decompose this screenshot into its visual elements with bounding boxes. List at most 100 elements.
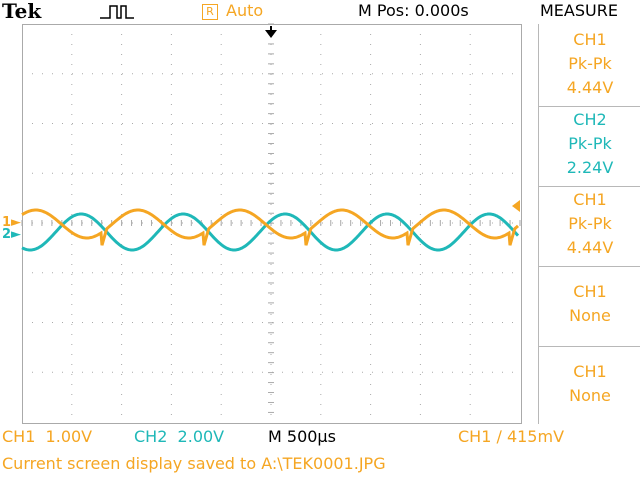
grid-dot	[282, 322, 283, 323]
grid-dot	[292, 172, 293, 174]
grid-dot	[242, 272, 243, 274]
grid-dot	[121, 204, 123, 205]
grid-dot	[469, 154, 471, 155]
grid-dot	[270, 164, 272, 165]
grid-dot	[192, 222, 193, 224]
grid-dot	[142, 73, 143, 75]
grid-dot	[121, 414, 123, 415]
grid-dot	[71, 144, 73, 145]
grid-dot	[352, 272, 353, 274]
grid-dot	[469, 314, 471, 315]
status-message: Current screen display saved to A:\TEK00…	[2, 454, 386, 473]
grid-dot	[382, 371, 383, 373]
grid-dot	[270, 324, 272, 325]
grid-dot	[332, 172, 333, 174]
left-arrow-icon	[512, 200, 520, 212]
grid-dot	[482, 172, 483, 174]
grid-dot	[152, 272, 153, 274]
grid-dot	[102, 123, 103, 124]
grid-dot	[472, 322, 473, 323]
grid-dot	[419, 24, 421, 25]
grid-dot	[72, 371, 73, 373]
grid-dot	[71, 154, 73, 155]
grid-dot	[170, 324, 172, 325]
grid-dot	[121, 134, 123, 135]
grid-dot	[370, 334, 372, 335]
grid-dot	[170, 34, 172, 35]
grid-dot	[71, 324, 73, 325]
grid-dot	[419, 324, 421, 325]
grid-dot	[82, 172, 83, 174]
grid-dot	[42, 73, 43, 75]
grid-dot	[270, 414, 272, 415]
grid-dot	[72, 73, 73, 75]
grid-dot	[442, 73, 443, 75]
grid-dot	[320, 354, 322, 355]
grid-dot	[419, 174, 421, 175]
grid-dot	[71, 214, 73, 215]
grid-dot	[192, 172, 193, 174]
grid-dot	[172, 222, 173, 224]
grid-dot	[422, 172, 423, 174]
grid-dot	[92, 371, 93, 373]
grid-dot	[270, 94, 272, 95]
grid-dot	[270, 404, 272, 405]
grid-dot	[122, 123, 123, 124]
grid-dot	[469, 364, 471, 365]
grid-dot	[422, 123, 423, 124]
grid-dot	[71, 104, 73, 105]
grid-dot	[121, 364, 123, 365]
grid-dot	[442, 371, 443, 373]
grid-dot	[492, 322, 493, 323]
grid-dot	[292, 222, 293, 224]
grid-dot	[82, 322, 83, 323]
grid-dot	[232, 73, 233, 75]
grid-dot	[370, 304, 372, 305]
measure-value: 4.44V	[566, 78, 614, 97]
grid-dot	[282, 73, 283, 75]
grid-dot	[71, 374, 73, 375]
grid-dot	[502, 123, 503, 124]
grid-dot	[222, 172, 223, 174]
grid-dot	[220, 54, 222, 55]
measure-slot-2[interactable]: CH2 Pk-Pk 2.24V	[539, 108, 640, 187]
grid-dot	[402, 123, 403, 124]
grid-dot	[422, 371, 423, 373]
grid-dot	[262, 371, 263, 373]
grid-dot	[292, 123, 293, 124]
grid-dot	[222, 371, 223, 373]
grid-dot	[370, 254, 372, 255]
grid-dot	[262, 322, 263, 323]
grid-dot	[182, 272, 183, 274]
grid-dot	[469, 124, 471, 125]
grid-dot	[312, 123, 313, 124]
grid-dot	[370, 94, 372, 95]
grid-dot	[419, 404, 421, 405]
grid-dot	[320, 164, 322, 165]
measure-slot-3[interactable]: CH1 Pk-Pk 4.44V	[539, 188, 640, 267]
grid-dot	[432, 371, 433, 373]
grid-dot	[202, 322, 203, 323]
grid-dot	[292, 371, 293, 373]
grid-dot	[370, 164, 372, 165]
grid-dot	[152, 222, 153, 224]
grid-dot	[270, 354, 272, 355]
grid-dot	[32, 172, 33, 174]
grid-dot	[71, 264, 73, 265]
grid-dot	[482, 371, 483, 373]
grid-dot	[312, 222, 313, 224]
grid-dot	[170, 304, 172, 305]
grid-dot	[121, 34, 123, 35]
grid-dot	[152, 371, 153, 373]
grid-dot	[232, 172, 233, 174]
grid-dot	[62, 73, 63, 75]
measure-slot-4[interactable]: CH1 None	[539, 268, 640, 347]
grid-dot	[442, 172, 443, 174]
grid-dot	[32, 222, 33, 224]
grid-dot	[121, 394, 123, 395]
measure-slot-1[interactable]: CH1 Pk-Pk 4.44V	[539, 28, 640, 107]
grid-dot	[469, 84, 471, 85]
grid-dot	[102, 322, 103, 323]
grid-dot	[71, 194, 73, 195]
measure-slot-5[interactable]: CH1 None	[539, 348, 640, 426]
